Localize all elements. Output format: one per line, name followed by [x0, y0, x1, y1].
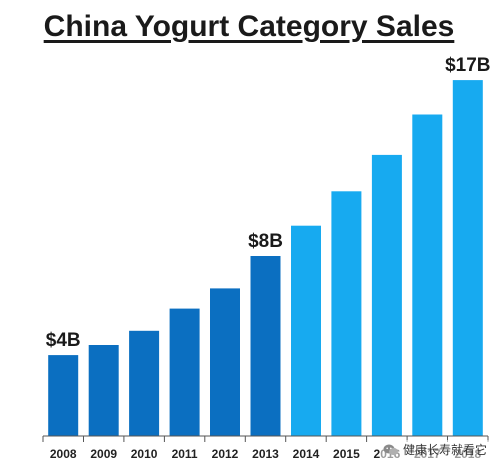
bar-2010	[129, 330, 160, 436]
bar-2009	[88, 345, 119, 436]
bar-2012	[210, 288, 240, 436]
bars-group	[48, 80, 483, 436]
x-tick-label-2008: 2008	[50, 447, 77, 461]
chart-title: China Yogurt Category Sales	[43, 10, 455, 43]
bar-2008	[48, 355, 79, 436]
watermark: 健康长寿就看它	[379, 440, 490, 459]
watermark-text: 健康长寿就看它	[402, 443, 487, 457]
x-tick-label-2010: 2010	[131, 447, 158, 461]
data-label-2013: $8B	[248, 231, 283, 252]
data-label-2008: $4B	[46, 330, 81, 351]
bar-2011	[169, 308, 200, 436]
bar-2015	[331, 191, 362, 436]
x-tick-label-2013: 2013	[252, 447, 279, 461]
x-tick-label-2012: 2012	[212, 447, 239, 461]
bar-2014	[291, 225, 321, 436]
data-label-2018: $17B	[445, 55, 490, 76]
bar-2017	[412, 114, 443, 436]
x-tick-label-2011: 2011	[172, 447, 198, 461]
wechat-icon	[383, 444, 398, 455]
bar-2018	[452, 80, 483, 436]
x-tick-label-2015: 2015	[333, 447, 360, 461]
bar-2016	[371, 154, 402, 436]
x-tick-label-2009: 2009	[90, 447, 117, 461]
bar-2013	[250, 256, 281, 436]
data-labels-group: $4B $8B $17B	[46, 55, 491, 351]
x-tick-label-2014: 2014	[293, 447, 320, 461]
